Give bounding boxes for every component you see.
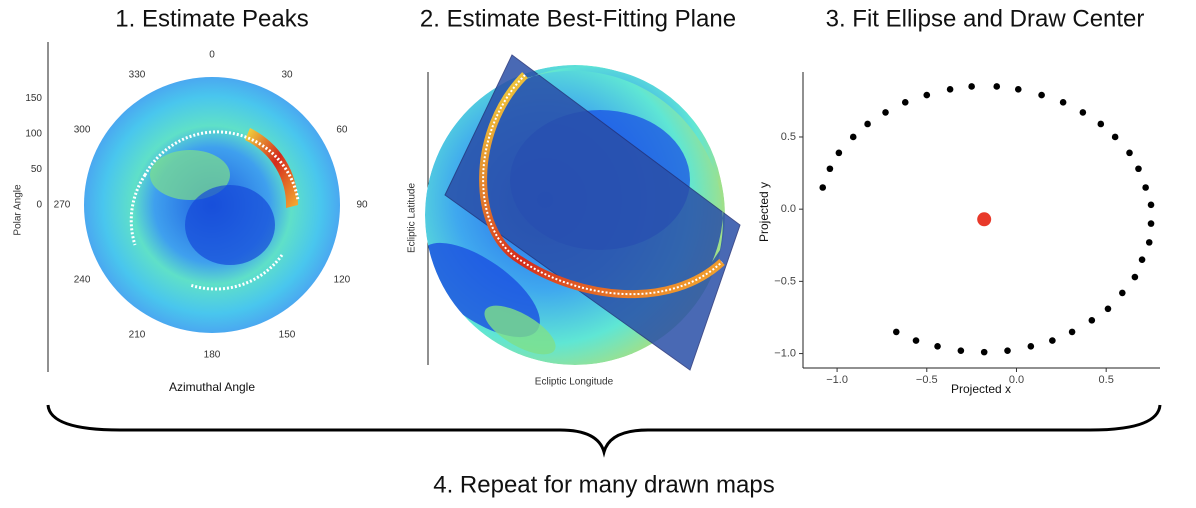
- x-tick-label: −1.0: [826, 374, 848, 386]
- point: [912, 337, 920, 344]
- y-tick-label: 0.5: [781, 131, 796, 143]
- point: [1038, 91, 1045, 99]
- x-tick-label: 0.0: [1009, 374, 1024, 386]
- angle-tick-label: 240: [74, 275, 91, 286]
- panel-title: 1. Estimate Peaks: [115, 5, 308, 32]
- angle-tick-label: 210: [129, 330, 146, 341]
- point: [1068, 328, 1076, 336]
- point: [892, 328, 900, 336]
- panel-title: 2. Estimate Best-Fitting Plane: [420, 5, 736, 32]
- point: [923, 91, 931, 99]
- point: [901, 99, 909, 106]
- point: [1027, 343, 1035, 350]
- point: [1111, 133, 1119, 141]
- point: [826, 165, 834, 173]
- point: [1104, 305, 1112, 313]
- axis-label: Azimuthal Angle: [169, 380, 255, 394]
- point: [1142, 184, 1149, 191]
- radial-tick-label: 100: [25, 129, 42, 140]
- axis-label: Projected x: [951, 382, 1011, 396]
- radial-tick-label: 50: [31, 164, 43, 175]
- point: [864, 120, 871, 128]
- point: [1147, 201, 1155, 209]
- axis-label: Projected y: [757, 182, 771, 242]
- point: [1014, 86, 1022, 93]
- radial-tick-label: 0: [36, 200, 42, 211]
- axis-label: Polar Angle: [13, 184, 24, 236]
- point: [1147, 220, 1155, 227]
- brace: [46, 404, 1162, 458]
- point: [1131, 273, 1139, 281]
- heatmap-blob: [484, 305, 556, 355]
- angle-tick-label: 330: [129, 70, 146, 81]
- axis-label: Ecliptic Longitude: [535, 377, 614, 388]
- point: [1004, 347, 1011, 354]
- axis-label: Ecliptic Latitude: [407, 183, 418, 253]
- angle-tick-label: 120: [334, 275, 351, 286]
- angle-tick-label: 30: [281, 70, 293, 81]
- angle-tick-label: 270: [54, 200, 71, 211]
- y-tick-label: −0.5: [774, 275, 796, 287]
- panel-title: 3. Fit Ellipse and Draw Center: [826, 5, 1145, 32]
- angle-tick-label: 150: [279, 330, 296, 341]
- heatmap-polar: [84, 77, 340, 333]
- point: [1079, 109, 1087, 116]
- angle-tick-label: 0: [209, 50, 215, 61]
- point: [1097, 120, 1105, 128]
- point: [1088, 317, 1096, 324]
- y-tick-label: −1.0: [774, 347, 796, 359]
- point: [1119, 289, 1126, 297]
- point: [968, 83, 975, 90]
- point: [1059, 99, 1067, 106]
- point: [835, 149, 843, 157]
- angle-tick-label: 60: [336, 125, 348, 136]
- x-tick-label: 0.5: [1099, 374, 1114, 386]
- point: [819, 184, 827, 191]
- point: [1135, 165, 1142, 173]
- point: [980, 348, 988, 356]
- point: [1049, 337, 1056, 344]
- point: [849, 133, 857, 141]
- heatmap-blob: [150, 150, 230, 200]
- point: [1145, 239, 1153, 246]
- point: [1138, 256, 1146, 264]
- point: [957, 347, 965, 354]
- heatmap-hotband: [245, 128, 299, 208]
- angle-tick-label: 300: [74, 125, 91, 136]
- heatmap-hotband: [479, 72, 725, 299]
- y-tick-label: 0.0: [781, 203, 796, 215]
- x-tick-label: −0.5: [916, 374, 938, 386]
- radial-tick-label: 150: [25, 93, 42, 104]
- point: [993, 83, 1001, 90]
- angle-tick-label: 90: [356, 200, 368, 211]
- point: [882, 109, 889, 116]
- angle-tick-label: 180: [204, 350, 221, 361]
- heatmap-blob: [185, 185, 275, 265]
- point: [946, 86, 954, 93]
- footer-text: 4. Repeat for many drawn maps: [433, 471, 775, 498]
- point: [934, 343, 941, 350]
- center-point: [977, 212, 992, 227]
- peak-points: [129, 130, 300, 291]
- point: [1126, 149, 1133, 157]
